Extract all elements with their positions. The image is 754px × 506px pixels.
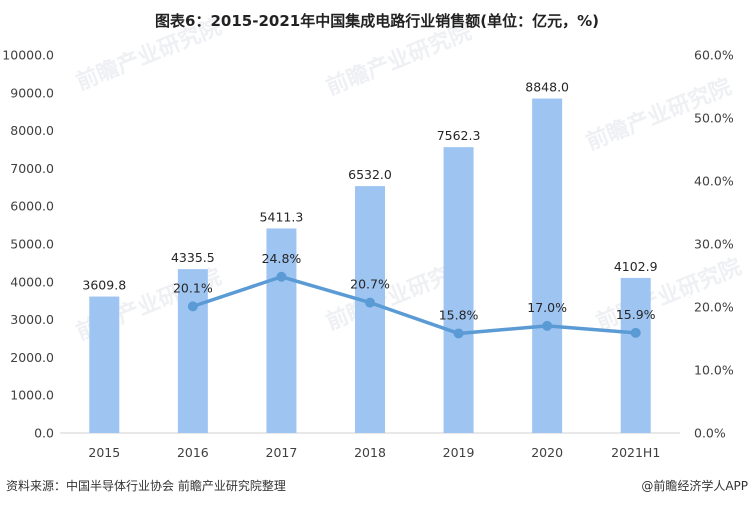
bar <box>443 147 474 433</box>
x-tick-label: 2021H1 <box>611 445 660 460</box>
line-value-label: 17.0% <box>527 300 567 315</box>
y-right-tick-label: 10.0% <box>694 363 734 378</box>
y-left-tick-label: 5000.0 <box>10 237 54 252</box>
bar-value-label: 4102.9 <box>614 259 658 274</box>
bar-value-label: 8848.0 <box>525 80 569 95</box>
y-left-tick-label: 3000.0 <box>10 312 54 327</box>
line-point <box>187 301 198 312</box>
y-right-tick-label: 0.0% <box>694 426 726 441</box>
source-note: 资料来源：中国半导体行业协会 前瞻产业研究院整理 <box>6 478 286 493</box>
line-value-label: 20.7% <box>350 277 390 292</box>
y-left-tick-label: 0.0 <box>34 426 54 441</box>
bar <box>177 269 208 433</box>
y-left-tick-label: 2000.0 <box>10 350 54 365</box>
bar <box>266 228 297 433</box>
y-left-tick-label: 1000.0 <box>10 388 54 403</box>
y-left-tick-label: 9000.0 <box>10 85 54 100</box>
brand-label: @前瞻经济学人APP <box>641 478 748 493</box>
left-axis: 0.0 1000.0 2000.0 3000.0 4000.0 5000.0 6000.0 7… <box>2 48 54 441</box>
bar-series <box>89 98 651 434</box>
line-value-label: 20.1% <box>173 280 213 295</box>
line-labels: 20.1% 24.8% 20.7% 15.8% 17.0% 15.9% <box>173 251 656 323</box>
y-left-tick-label: 10000.0 <box>2 48 54 63</box>
x-tick-label: 2016 <box>177 445 209 460</box>
growth-line <box>192 275 636 336</box>
bar <box>355 186 385 433</box>
right-axis: 0.0% 10.0% 20.0% 30.0% 40.0% 50.0% 60.0% <box>694 48 734 441</box>
y-left-tick-label: 7000.0 <box>10 161 54 176</box>
chart-title: 图表6：2015-2021年中国集成电路行业销售额(单位：亿元，%) <box>155 12 599 30</box>
x-axis: 2015 2016 2017 2018 2019 2020 2021H1 <box>88 445 660 460</box>
line-point <box>630 327 641 338</box>
line-point <box>542 320 553 331</box>
line-value-label: 15.8% <box>439 307 479 322</box>
x-tick-label: 2020 <box>531 445 563 460</box>
x-tick-label: 2015 <box>88 445 120 460</box>
y-left-tick-label: 6000.0 <box>10 199 54 214</box>
bar-value-label: 7562.3 <box>437 128 481 143</box>
line-point <box>365 297 375 308</box>
bar-value-label: 3609.8 <box>82 278 126 293</box>
y-right-tick-label: 60.0% <box>694 48 734 63</box>
watermark-text: 前瞻产业研究院 <box>323 19 476 101</box>
line-series <box>187 271 641 339</box>
line-value-label: 24.8% <box>262 251 302 266</box>
bar-labels: 3609.8 4335.5 5411.3 6532.0 7562.3 8848.0 4102… <box>82 80 657 293</box>
x-tick-label: 2019 <box>443 445 475 460</box>
y-right-tick-label: 20.0% <box>694 300 734 315</box>
x-tick-label: 2017 <box>266 445 298 460</box>
y-left-tick-label: 8000.0 <box>10 123 54 138</box>
y-left-tick-label: 4000.0 <box>10 274 54 289</box>
y-right-tick-label: 40.0% <box>694 174 734 189</box>
bar <box>620 277 651 433</box>
bar-value-label: 6532.0 <box>348 167 392 182</box>
bar <box>532 98 563 434</box>
bar-value-label: 5411.3 <box>260 209 304 224</box>
line-value-label: 15.9% <box>616 307 656 322</box>
line-point <box>453 328 464 339</box>
bar-value-label: 4335.5 <box>171 250 215 265</box>
y-right-tick-label: 30.0% <box>694 237 734 252</box>
y-right-tick-label: 50.0% <box>694 111 734 126</box>
x-tick-label: 2018 <box>354 445 386 460</box>
line-point <box>276 271 287 282</box>
bar <box>89 296 120 433</box>
